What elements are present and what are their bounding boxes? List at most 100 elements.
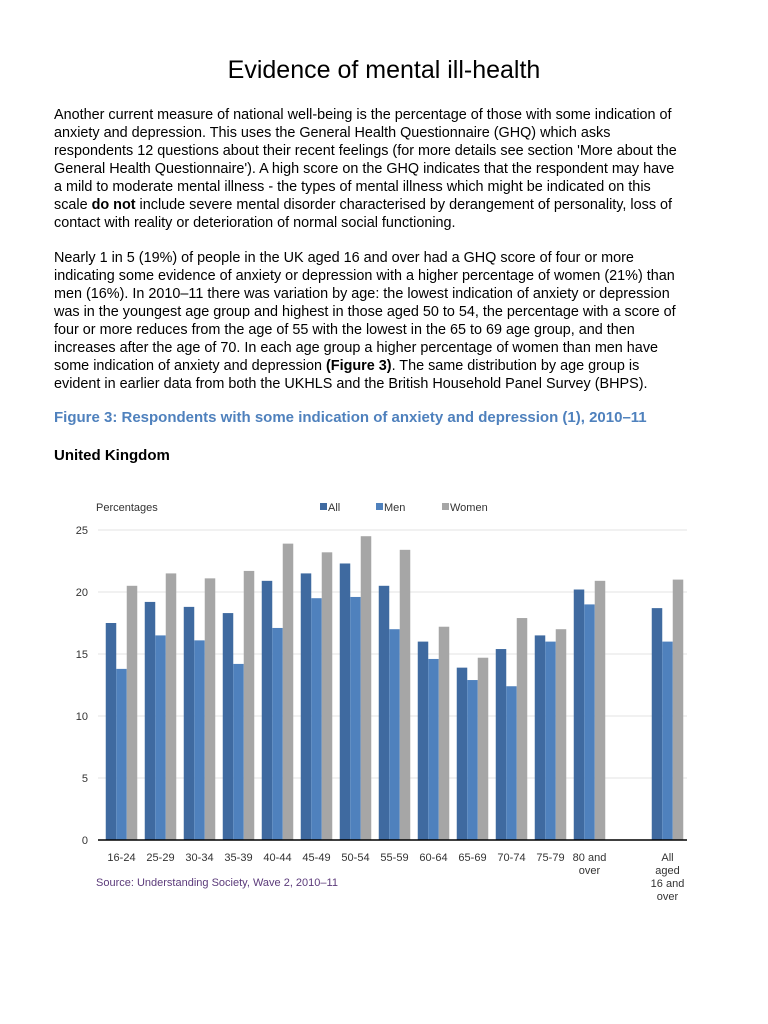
- bar-all: [456, 667, 468, 840]
- text: scale: [54, 197, 92, 213]
- bar-men: [350, 596, 361, 840]
- y-tick-label: 20: [76, 587, 88, 599]
- y-tick-label: 10: [76, 711, 88, 723]
- bar-women: [516, 618, 528, 840]
- bar-men: [584, 604, 595, 840]
- x-tick-label: 16 and: [651, 878, 685, 890]
- bold-text: (Figure 3): [326, 358, 392, 374]
- bar-women: [243, 570, 255, 840]
- figure-title: Figure 3: Respondents with some indicati…: [54, 409, 647, 426]
- text: four or more reduces from the age of 55 …: [54, 322, 635, 338]
- legend-label: Men: [384, 502, 405, 514]
- bar-women: [165, 573, 177, 840]
- y-tick-label: 5: [82, 773, 88, 785]
- bar-women: [399, 549, 411, 840]
- bar-women: [672, 579, 684, 840]
- bar-men: [428, 658, 439, 840]
- text: Another current measure of national well…: [54, 107, 672, 123]
- bar-women: [282, 543, 294, 840]
- text-line: evident in earlier data from both the UK…: [54, 375, 676, 393]
- bar-men: [233, 663, 244, 840]
- x-tick-label: All: [661, 852, 673, 864]
- region-label: United Kingdom: [54, 447, 170, 464]
- text: a mild to moderate mental illness - the …: [54, 179, 651, 195]
- bar-men: [116, 668, 127, 840]
- text: was in the youngest age group and highes…: [54, 304, 676, 320]
- bar-all: [144, 601, 156, 840]
- bar-women: [204, 578, 216, 840]
- bar-men: [272, 627, 283, 840]
- text-line: Another current measure of national well…: [54, 106, 677, 124]
- bar-all: [417, 641, 429, 840]
- x-tick-label: 55-59: [380, 852, 408, 864]
- bar-women: [594, 580, 606, 840]
- x-tick-label: 45-49: [302, 852, 330, 864]
- bar-men: [155, 635, 166, 840]
- bar-all: [300, 573, 312, 840]
- text-line: a mild to moderate mental illness - the …: [54, 178, 677, 196]
- x-tick-label: over: [579, 865, 601, 877]
- bar-all: [495, 649, 507, 840]
- legend-swatch: [376, 503, 383, 510]
- bar-women: [477, 657, 489, 840]
- text-line: indicating some evidence of anxiety or d…: [54, 267, 676, 285]
- bar-all: [222, 613, 234, 840]
- text: General Health Questionnaire'). A high s…: [54, 161, 675, 177]
- text: respondents 12 questions about their rec…: [54, 143, 677, 159]
- text-line: Nearly 1 in 5 (19%) of people in the UK …: [54, 249, 676, 267]
- bar-all: [339, 563, 351, 840]
- y-tick-label: 15: [76, 649, 88, 661]
- legend-swatch: [442, 503, 449, 510]
- legend-label: All: [328, 502, 340, 514]
- x-tick-label: 80 and: [573, 852, 607, 864]
- bar-women: [438, 626, 450, 840]
- page-title: Evidence of mental ill-health: [227, 56, 541, 84]
- bar-all: [378, 585, 390, 840]
- x-tick-label: 50-54: [341, 852, 369, 864]
- bar-all: [651, 608, 663, 840]
- legend-swatch: [320, 503, 327, 510]
- bar-men: [545, 641, 556, 840]
- text-line: anxiety and depression. This uses the Ge…: [54, 124, 677, 142]
- text: evident in earlier data from both the UK…: [54, 376, 648, 392]
- source-note: Source: Understanding Society, Wave 2, 2…: [96, 877, 338, 889]
- text-line: General Health Questionnaire'). A high s…: [54, 160, 677, 178]
- text: anxiety and depression. This uses the Ge…: [54, 125, 611, 141]
- x-tick-label: 25-29: [146, 852, 174, 864]
- text: indicating some evidence of anxiety or d…: [54, 268, 675, 284]
- bar-all: [183, 606, 195, 840]
- legend-label: Women: [450, 502, 488, 514]
- text-line: respondents 12 questions about their rec…: [54, 142, 677, 160]
- text: Nearly 1 in 5 (19%) of people in the UK …: [54, 250, 634, 266]
- x-tick-label: 30-34: [185, 852, 213, 864]
- text: men (16%). In 2010–11 there was variatio…: [54, 286, 670, 302]
- text: include severe mental disorder character…: [135, 197, 673, 213]
- bar-men: [389, 629, 400, 840]
- text-line: some indication of anxiety and depressio…: [54, 357, 676, 375]
- paragraph-findings: Nearly 1 in 5 (19%) of people in the UK …: [54, 249, 676, 393]
- bar-men: [506, 686, 517, 840]
- text: increases after the age of 70. In each a…: [54, 340, 659, 356]
- x-tick-label: 70-74: [497, 852, 525, 864]
- bar-women: [321, 552, 333, 840]
- text-line: four or more reduces from the age of 55 …: [54, 321, 676, 339]
- text-line: increases after the age of 70. In each a…: [54, 339, 676, 357]
- bar-men: [467, 680, 478, 840]
- x-tick-label: 16-24: [107, 852, 135, 864]
- text: . The same distribution by age group is: [391, 358, 640, 374]
- x-tick-label: aged: [655, 865, 679, 877]
- bar-women: [555, 629, 567, 840]
- bar-all: [534, 635, 546, 840]
- bar-men: [662, 641, 673, 840]
- x-tick-label: 40-44: [263, 852, 291, 864]
- x-tick-label: 35-39: [224, 852, 252, 864]
- bar-all: [573, 589, 585, 840]
- text-line: scale do not include severe mental disor…: [54, 196, 677, 214]
- y-tick-label: 0: [82, 835, 88, 847]
- text-line: men (16%). In 2010–11 there was variatio…: [54, 285, 676, 303]
- y-tick-label: 25: [76, 525, 88, 537]
- y-axis-label: Percentages: [96, 502, 158, 514]
- x-tick-label: 60-64: [419, 852, 447, 864]
- bold-text: do not: [91, 197, 136, 213]
